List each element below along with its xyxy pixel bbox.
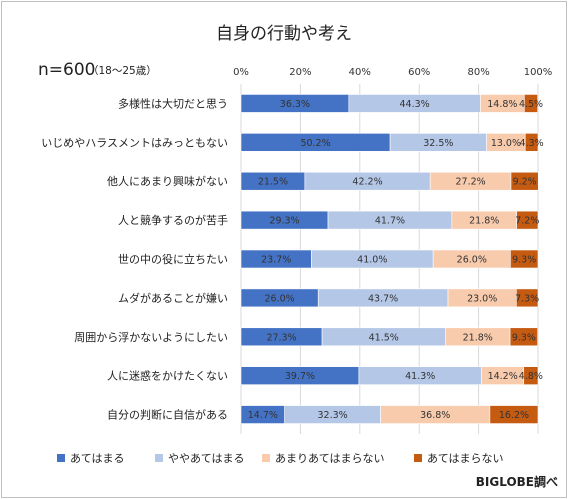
legend-label: ややあてはまる bbox=[168, 452, 245, 465]
value-label: 21.8% bbox=[469, 216, 499, 227]
category-label: 他人にあまり興味がない bbox=[107, 174, 228, 188]
bar-segment bbox=[524, 94, 539, 113]
category-label: 自分の判断に自信がある bbox=[107, 408, 228, 422]
bar-segment bbox=[523, 366, 539, 385]
bar-segment bbox=[489, 405, 539, 424]
value-label: 32.3% bbox=[318, 410, 348, 421]
bars: 36.3% 44.3% 14.8% 4.5% 50.2% 32.5% 13.0%4.3% 21… bbox=[240, 94, 544, 424]
source-credit: BIGLOBE調べ bbox=[476, 474, 558, 489]
value-label: 13.0% bbox=[491, 138, 521, 149]
value-label: 44.3% bbox=[400, 99, 430, 110]
value-label: 9.3% bbox=[512, 332, 536, 343]
category-labels: 多様性は大切だと思ういじめやハラスメントはみっともない他人にあまり興味がない人と… bbox=[41, 96, 228, 421]
category-label: 周囲から浮かないようにしたい bbox=[74, 331, 228, 344]
category-label: 世の中の役に立ちたい bbox=[118, 252, 228, 266]
value-label: 21.5% bbox=[258, 177, 288, 188]
bar-segment bbox=[510, 249, 539, 269]
legend-label: あてはまらない bbox=[427, 452, 504, 465]
value-label: 23.7% bbox=[261, 255, 291, 266]
chart-title: 自身の行動や考え bbox=[216, 24, 352, 44]
value-label: 16.2% bbox=[499, 410, 529, 421]
value-label: 14.2% bbox=[488, 371, 518, 382]
value-label: 9.2% bbox=[513, 177, 537, 188]
value-label: 36.8% bbox=[420, 410, 450, 421]
value-label: 32.5% bbox=[423, 138, 453, 149]
sample-size-note: （18〜25歳） bbox=[88, 65, 157, 77]
value-label: 42.2% bbox=[352, 177, 382, 188]
value-label: 50.2% bbox=[300, 138, 330, 149]
legend-swatch bbox=[155, 454, 163, 462]
category-label: 人と競争するのが苦手 bbox=[118, 213, 228, 227]
value-label: 9.3% bbox=[512, 255, 536, 266]
value-label: 41.7% bbox=[375, 216, 405, 227]
legend-swatch bbox=[57, 454, 65, 462]
x-tick-label: 100% bbox=[524, 67, 553, 78]
value-label: 14.8% bbox=[487, 99, 517, 110]
value-label: 26.0% bbox=[265, 293, 295, 304]
legend-label: あてはまる bbox=[70, 452, 125, 465]
value-label: 7.3% bbox=[515, 293, 539, 304]
category-label: いじめやハラスメントはみっともない bbox=[41, 136, 228, 149]
x-axis-ticks: 0% 20% 40% 60% 80% 100% bbox=[233, 67, 552, 78]
bar-segment bbox=[524, 133, 539, 152]
x-tick-label: 20% bbox=[289, 67, 311, 78]
legend-label: あまりあてはまらない bbox=[275, 452, 385, 465]
bar-segment bbox=[516, 288, 539, 308]
value-label: 7.2% bbox=[515, 216, 539, 227]
category-label: ムダがあることが嫌い bbox=[118, 291, 228, 305]
x-tick-label: 40% bbox=[349, 67, 371, 78]
legend-swatch bbox=[414, 454, 422, 462]
value-label: 23.0% bbox=[467, 293, 497, 304]
value-label: 41.0% bbox=[357, 255, 387, 266]
value-label: 27.3% bbox=[266, 332, 296, 343]
legend: あてはまる ややあてはまる あまりあてはまらない あてはまらない bbox=[57, 452, 504, 465]
category-label: 人に迷惑をかけたくない bbox=[107, 369, 228, 383]
value-label: 21.8% bbox=[463, 332, 493, 343]
x-tick-label: 60% bbox=[408, 67, 430, 78]
value-label: 14.7% bbox=[248, 410, 278, 421]
value-label: 41.3% bbox=[405, 371, 435, 382]
bar-segment bbox=[516, 210, 539, 230]
sample-size-label: n=600 bbox=[38, 60, 95, 80]
value-label: 4.3% bbox=[520, 138, 544, 149]
value-label: 4.5% bbox=[519, 99, 543, 110]
x-tick-label: 80% bbox=[467, 67, 489, 78]
value-label: 39.7% bbox=[285, 371, 315, 382]
bar-segment bbox=[509, 327, 539, 347]
category-label: 多様性は大切だと思う bbox=[118, 96, 228, 110]
value-label: 41.5% bbox=[369, 332, 399, 343]
legend-swatch bbox=[262, 454, 270, 462]
value-label: 26.0% bbox=[457, 255, 487, 266]
bar-segment bbox=[510, 171, 539, 191]
x-tick-label: 0% bbox=[233, 67, 249, 78]
value-label: 27.2% bbox=[455, 177, 485, 188]
value-label: 4.8% bbox=[519, 371, 543, 382]
value-label: 29.3% bbox=[269, 216, 299, 227]
value-label: 43.7% bbox=[368, 293, 398, 304]
value-label: 36.3% bbox=[280, 99, 310, 110]
